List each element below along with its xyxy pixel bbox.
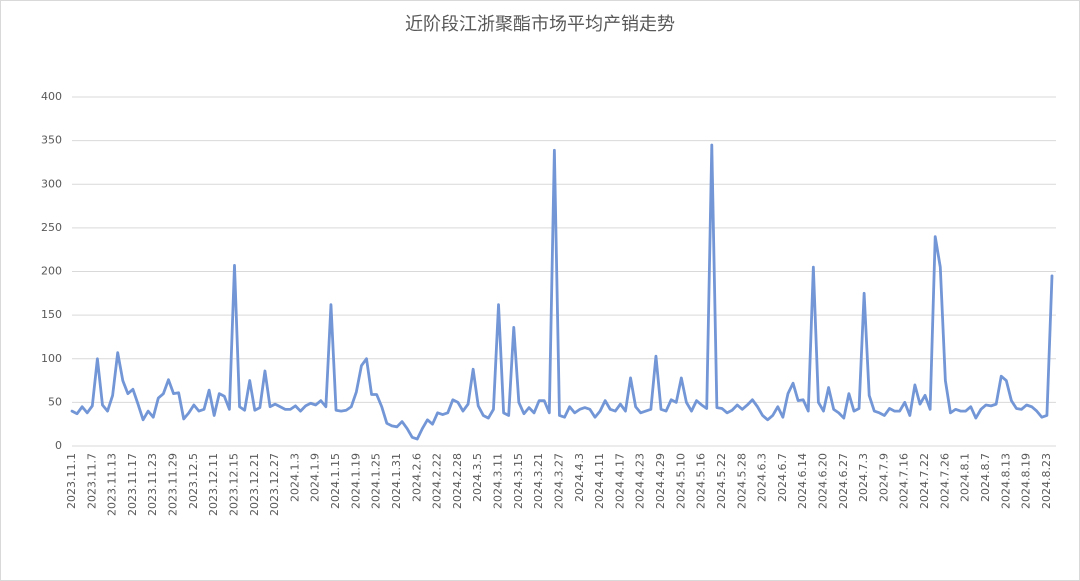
x-tick-label: 2024.8.19 xyxy=(1020,453,1033,509)
x-tick-label: 2024.8.1 xyxy=(959,453,972,502)
y-tick-label: 300 xyxy=(41,177,62,190)
x-tick-label: 2024.4.29 xyxy=(654,453,667,509)
x-tick-label: 2023.12.15 xyxy=(227,453,240,516)
x-tick-label: 2023.11.17 xyxy=(126,453,139,516)
x-tick-label: 2024.1.25 xyxy=(370,453,383,509)
x-tick-label: 2024.3.27 xyxy=(552,453,565,509)
x-tick-label: 2024.5.22 xyxy=(715,453,728,509)
x-tick-label: 2024.6.7 xyxy=(776,453,789,502)
x-tick-label: 2024.8.13 xyxy=(999,453,1012,509)
x-tick-label: 2024.1.19 xyxy=(349,453,362,509)
y-tick-label: 100 xyxy=(41,352,62,365)
x-tick-label: 2023.11.13 xyxy=(106,453,119,516)
x-tick-label: 2024.1.15 xyxy=(329,453,342,509)
x-tick-label: 2024.7.3 xyxy=(857,453,870,502)
x-tick-label: 2023.12.27 xyxy=(268,453,281,516)
x-tick-label: 2024.6.14 xyxy=(796,453,809,509)
x-tick-label: 2024.7.16 xyxy=(898,453,911,509)
x-tick-label: 2024.4.11 xyxy=(593,453,606,509)
x-tick-label: 2024.4.17 xyxy=(613,453,626,509)
x-tick-label: 2024.4.3 xyxy=(573,453,586,502)
x-tick-label: 2024.5.16 xyxy=(695,453,708,509)
y-tick-label: 400 xyxy=(41,90,62,103)
x-tick-label: 2024.4.23 xyxy=(634,453,647,509)
y-tick-label: 150 xyxy=(41,308,62,321)
x-tick-label: 2024.5.10 xyxy=(674,453,687,509)
x-tick-label: 2024.1.9 xyxy=(309,453,322,502)
x-tick-label: 2023.12.5 xyxy=(187,453,200,509)
x-tick-label: 2024.7.9 xyxy=(877,453,890,502)
y-tick-label: 0 xyxy=(55,439,62,452)
x-tick-label: 2023.11.29 xyxy=(167,453,180,516)
x-tick-label: 2023.11.23 xyxy=(146,453,159,516)
x-tick-label: 2024.5.28 xyxy=(735,453,748,509)
x-tick-label: 2024.3.5 xyxy=(471,453,484,502)
x-tick-label: 2024.8.7 xyxy=(979,453,992,502)
x-tick-label: 2024.3.21 xyxy=(532,453,545,509)
x-tick-label: 2024.2.28 xyxy=(451,453,464,509)
x-tick-label: 2024.6.27 xyxy=(837,453,850,509)
x-tick-label: 2024.8.23 xyxy=(1040,453,1053,509)
y-tick-label: 250 xyxy=(41,221,62,234)
x-tick-label: 2023.12.11 xyxy=(207,453,220,516)
chart-title: 近阶段江浙聚酯市场平均产销走势 xyxy=(405,14,675,35)
x-tick-label: 2023.11.7 xyxy=(85,453,98,509)
x-tick-label: 2024.1.31 xyxy=(390,453,403,509)
y-tick-label: 350 xyxy=(41,134,62,147)
x-tick-label: 2024.2.22 xyxy=(431,453,444,509)
y-tick-label: 50 xyxy=(48,395,62,408)
x-tick-label: 2024.6.3 xyxy=(756,453,769,502)
x-tick-label: 2024.2.6 xyxy=(410,453,423,502)
x-tick-label: 2024.6.20 xyxy=(817,453,830,509)
x-tick-label: 2023.11.1 xyxy=(65,453,78,509)
y-tick-label: 200 xyxy=(41,265,62,278)
x-tick-label: 2024.3.15 xyxy=(512,453,525,509)
x-tick-label: 2023.12.21 xyxy=(248,453,261,516)
x-tick-label: 2024.3.11 xyxy=(492,453,505,509)
x-tick-label: 2024.7.22 xyxy=(918,453,931,509)
data-line xyxy=(70,143,1054,441)
x-tick-label: 2024.1.3 xyxy=(288,453,301,502)
x-tick-label: 2024.7.26 xyxy=(938,453,951,509)
